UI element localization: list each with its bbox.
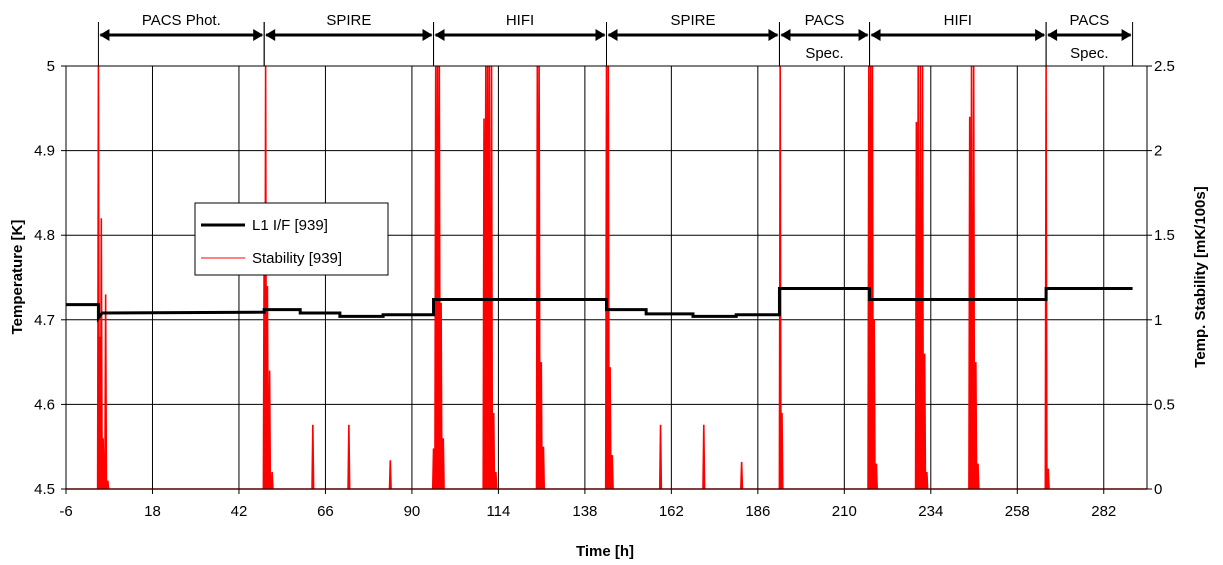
legend-label-l1: L1 I/F [939] [252,217,328,234]
phase-label-bg [1062,43,1117,63]
y2-tick-label: 1.5 [1154,227,1175,244]
x-tick-label: 42 [231,503,248,520]
axis-ticks: -6 18 42 66 90 114 138 162 186 210 234 258 2824.54.6… [34,58,1175,520]
y-axis-title: Temperature [K] [9,220,26,335]
phase-label-bg [1062,7,1117,27]
phase-arrow-head [595,29,606,41]
x-tick-label: 282 [1091,503,1116,520]
phase-arrow-head [1121,29,1132,41]
x-tick-label: 162 [659,503,684,520]
phase-label: PACS Phot. [142,12,221,29]
x-tick-label: 210 [832,503,857,520]
x-tick-label: 186 [745,503,770,520]
phase-arrow-head [858,29,869,41]
y2-tick-label: 1 [1154,312,1162,329]
y-tick-label: 4.9 [34,143,55,160]
phase-label-line2: Spec. [1070,45,1108,62]
y2-tick-label: 2 [1154,143,1162,160]
stability-series-line [66,65,1147,490]
y-tick-label: 5 [47,58,55,75]
y2-tick-label: 0.5 [1154,396,1175,413]
y2-tick-label: 2.5 [1154,58,1175,75]
x-tick-label: 114 [486,503,510,520]
x-tick-label: 234 [918,503,943,520]
x-tick-label: 258 [1005,503,1030,520]
x-axis-title: Time [h] [576,543,634,560]
phase-arrow-head [1047,29,1058,41]
legend-box [194,202,389,276]
legend: L1 I/F [939] Stability [939] [194,202,389,276]
y-tick-label: 4.6 [34,396,55,413]
series-lines [66,65,1147,490]
phase-arrow-head [870,29,881,41]
phase-label: SPIRE [326,12,371,29]
x-tick-label: 90 [404,503,421,520]
phase-label-bg [797,7,852,27]
phase-arrow-head [434,29,445,41]
y-tick-label: 4.5 [34,481,55,498]
phase-arrow-head [607,29,618,41]
phase-arrow-head [265,29,276,41]
phase-label-line2: Spec. [805,45,843,62]
phase-label-bg [797,43,852,63]
phase-label: SPIRE [670,12,715,29]
phase-arrow-head [768,29,779,41]
legend-label-stability: Stability [939] [252,250,342,267]
phase-label: HIFI [944,12,972,29]
phase-label-line1: PACS [805,12,845,29]
phase-arrow-head [99,29,110,41]
y2-axis-title: Temp. Stability [mK/100s] [1192,186,1209,367]
y2-tick-label: 0 [1154,481,1162,498]
phase-bands: PACS Phot. SPIRE HIFI SPIRE PACS Spec. HIFI PAC… [97,7,1134,66]
x-tick-label: 138 [572,503,597,520]
phase-label-line1: PACS [1069,12,1109,29]
l1-temperature-series-line [66,286,1133,323]
y-tick-label: 4.7 [34,312,55,329]
x-tick-label: 66 [317,503,334,520]
x-tick-label: -6 [59,503,72,520]
phase-arrow-head [253,29,264,41]
plot-frame [65,65,1148,490]
x-tick-label: 18 [144,503,161,520]
y-tick-label: 4.8 [34,227,55,244]
phase-label: HIFI [506,12,534,29]
phase-arrow-head [422,29,433,41]
phase-arrow-head [1035,29,1046,41]
phase-arrow-head [780,29,791,41]
